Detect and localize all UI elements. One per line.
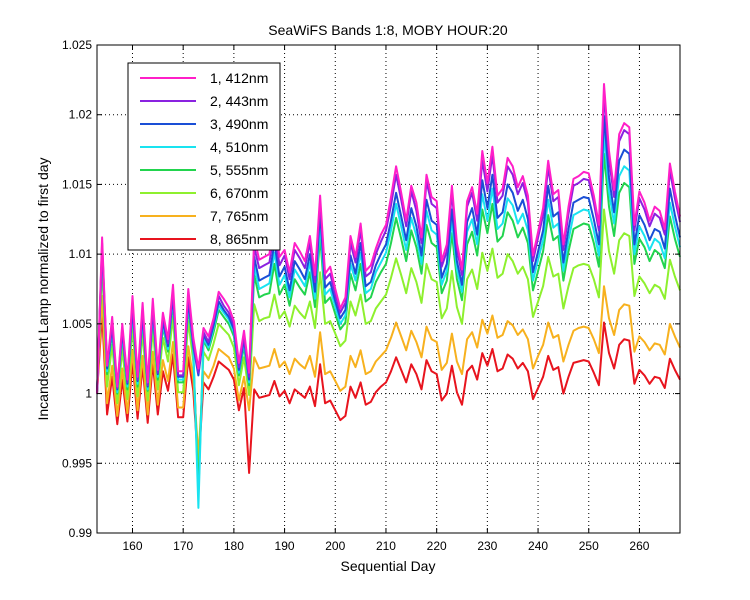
legend-label: 1, 412nm bbox=[210, 70, 268, 86]
chart-title: SeaWiFS Bands 1:8, MOBY HOUR:20 bbox=[268, 22, 508, 38]
y-tick-label: 1.025 bbox=[62, 38, 92, 52]
x-tick-label: 200 bbox=[325, 539, 345, 553]
legend: 1, 412nm 2, 443nm 3, 490nm 4, 510nm 5, 555nm… bbox=[127, 62, 281, 251]
legend-label: 6, 670nm bbox=[210, 185, 268, 201]
x-tick-label: 260 bbox=[629, 539, 649, 553]
x-tick-label: 250 bbox=[579, 539, 599, 553]
x-tick-label: 170 bbox=[173, 539, 193, 553]
x-tick-label: 240 bbox=[528, 539, 548, 553]
x-tick-label: 180 bbox=[224, 539, 244, 553]
y-tick-label: 1.005 bbox=[62, 317, 92, 331]
y-tick-label: 0.995 bbox=[62, 456, 92, 470]
legend-label: 4, 510nm bbox=[210, 139, 268, 155]
legend-box bbox=[127, 62, 281, 251]
legend-label: 7, 765nm bbox=[210, 208, 268, 224]
series-layer bbox=[96, 83, 681, 509]
series-line bbox=[96, 133, 681, 509]
x-tick-label: 230 bbox=[477, 539, 497, 553]
x-tick-label: 210 bbox=[376, 539, 396, 553]
x-axis-label: Sequential Day bbox=[341, 558, 436, 574]
legend-label: 3, 490nm bbox=[210, 116, 268, 132]
x-tick-label: 160 bbox=[122, 539, 142, 553]
legend-label: 2, 443nm bbox=[210, 93, 268, 109]
y-tick-label: 0.99 bbox=[69, 526, 93, 540]
legend-label: 5, 555nm bbox=[210, 162, 268, 178]
y-tick-label: 1.01 bbox=[69, 247, 93, 261]
y-tick-label: 1 bbox=[85, 387, 92, 401]
series-line bbox=[96, 83, 681, 394]
plot-frame bbox=[96, 44, 681, 534]
x-tick-label: 190 bbox=[275, 539, 295, 553]
axis-ticks: 160 170 180 190 200 210 220 230 240 250 260 0.99 0.9… bbox=[62, 38, 680, 553]
y-tick-label: 1.015 bbox=[62, 177, 92, 191]
y-axis-label: Incandescent Lamp normalized to first da… bbox=[35, 157, 51, 420]
y-tick-label: 1.02 bbox=[69, 108, 93, 122]
x-tick-label: 220 bbox=[427, 539, 447, 553]
legend-label: 8, 865nm bbox=[210, 231, 268, 247]
